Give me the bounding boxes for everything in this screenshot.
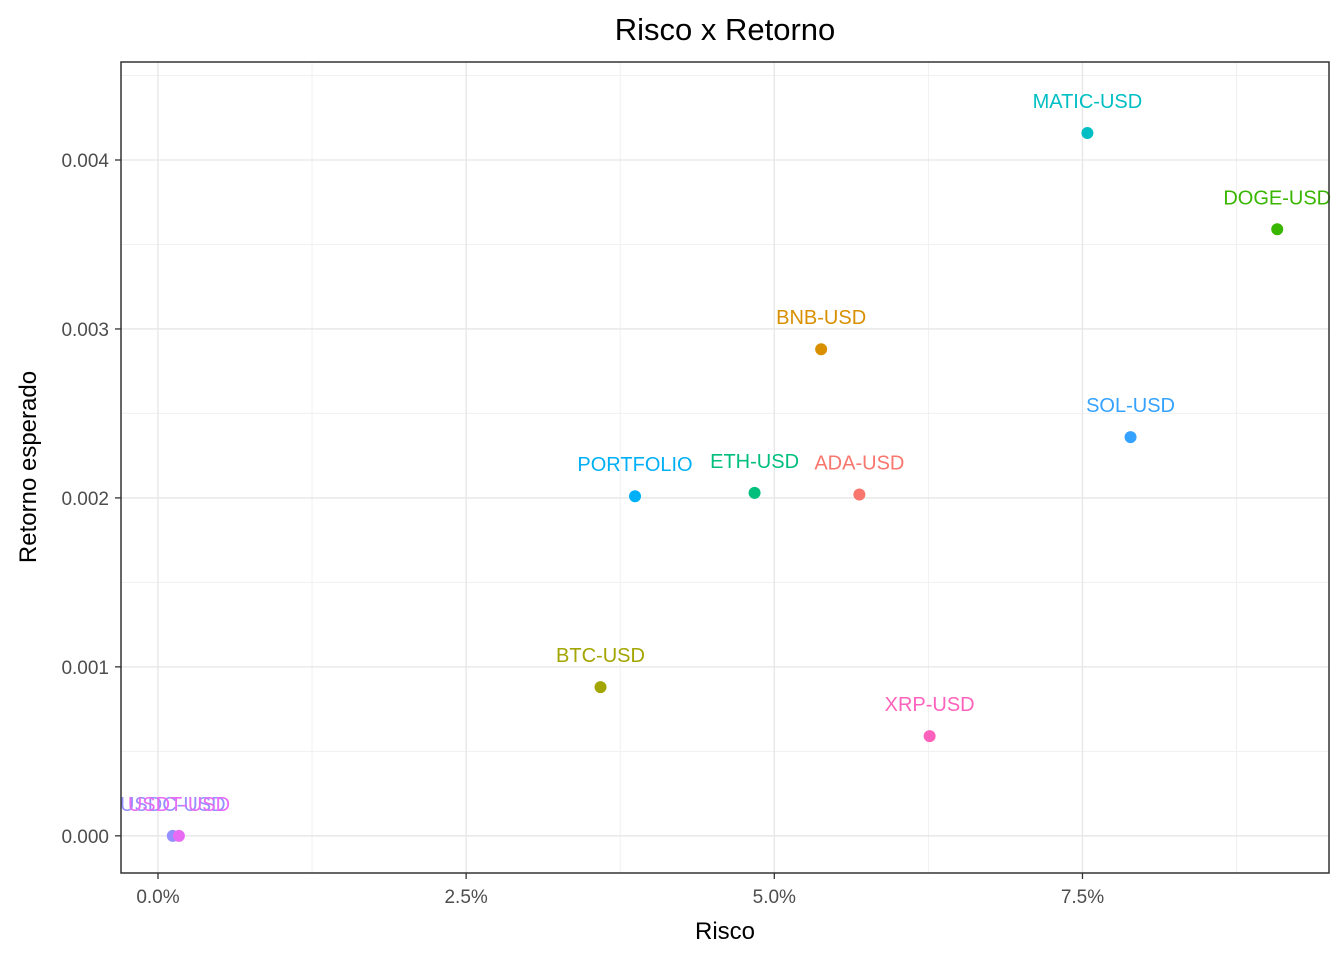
- data-label: XRP-USD: [885, 694, 975, 716]
- data-points: [166, 126, 1284, 842]
- data-point: [1124, 431, 1137, 444]
- data-point: [172, 829, 185, 842]
- x-tick-label: 2.5%: [444, 887, 487, 908]
- data-point: [853, 488, 866, 501]
- panel-border: [120, 61, 1330, 874]
- data-point: [594, 681, 607, 694]
- minor-gridlines: [121, 62, 1329, 873]
- y-tick-label: 0.002: [61, 489, 109, 510]
- data-label: USDC-USD: [120, 794, 226, 816]
- data-label: ETH-USD: [710, 451, 799, 473]
- point-labels: ADA-USD BNB-USD BTC-USD DOGE-USD ETH-USD MATI…: [120, 91, 1331, 816]
- x-axis-ticks: 0.0% 2.5% 5.0% 7.5%: [136, 873, 1104, 908]
- data-point: [1081, 126, 1094, 139]
- plot-panel: [121, 62, 1329, 873]
- data-point: [1271, 223, 1284, 236]
- data-label: DOGE-USD: [1223, 187, 1331, 209]
- x-tick-label: 7.5%: [1061, 887, 1104, 908]
- data-point: [629, 490, 642, 503]
- y-tick-label: 0.000: [61, 827, 109, 848]
- y-tick-label: 0.001: [61, 658, 109, 679]
- data-point: [748, 486, 761, 499]
- x-tick-label: 0.0%: [136, 887, 179, 908]
- x-tick-label: 5.0%: [753, 887, 796, 908]
- data-label: ADA-USD: [814, 453, 904, 475]
- data-point: [923, 730, 936, 743]
- data-label: BTC-USD: [556, 645, 645, 667]
- data-label: SOL-USD: [1086, 395, 1175, 417]
- y-tick-label: 0.003: [61, 320, 109, 341]
- y-axis-ticks: 0.000 0.001 0.002 0.003 0.004: [61, 151, 121, 848]
- data-label: BNB-USD: [776, 307, 866, 329]
- y-tick-label: 0.004: [61, 151, 109, 172]
- chart-title: Risco x Retorno: [615, 12, 836, 47]
- data-label: USDT-USD: [128, 794, 230, 816]
- y-axis-title: Retorno esperado: [15, 371, 42, 563]
- data-label: PORTFOLIO: [577, 454, 692, 476]
- data-label: MATIC-USD: [1033, 91, 1143, 113]
- major-gridlines: [121, 62, 1329, 873]
- x-axis-title: Risco: [695, 918, 755, 945]
- data-point: [815, 343, 828, 356]
